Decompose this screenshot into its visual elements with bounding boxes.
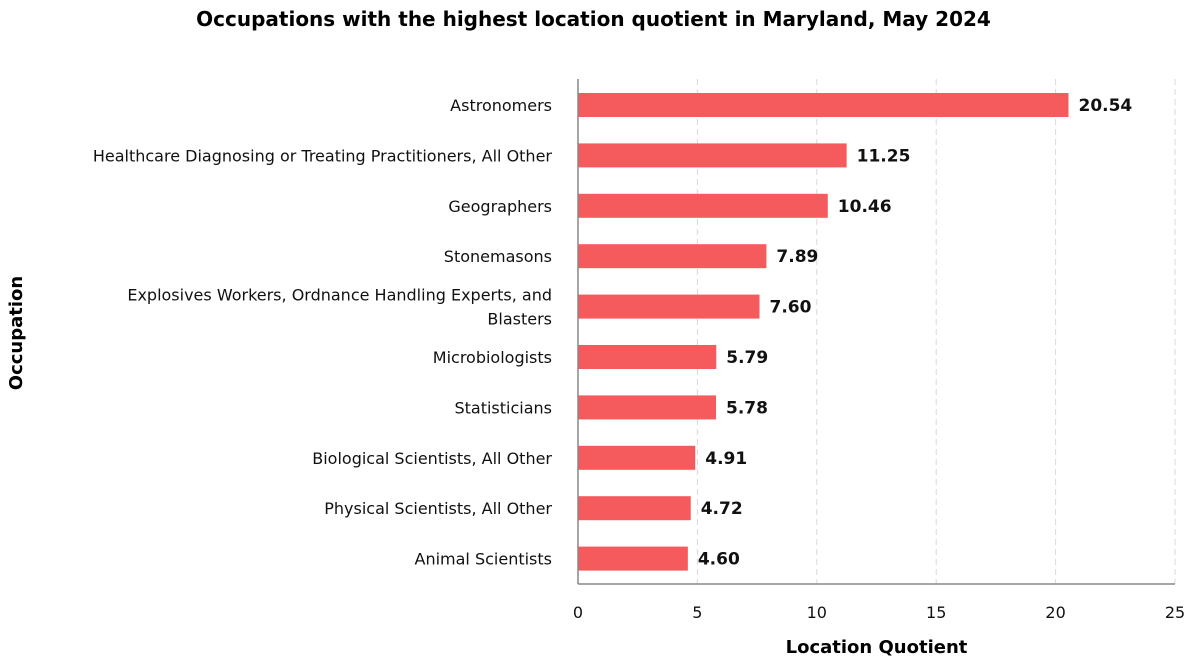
- value-label-3: 10.46: [838, 197, 892, 217]
- bar-10: [578, 546, 688, 571]
- category-label-5-line-2: Blasters: [487, 310, 552, 329]
- category-label-3: Geographers: [448, 197, 552, 216]
- value-label-6: 5.79: [726, 348, 768, 368]
- value-label-10: 4.60: [698, 550, 740, 570]
- value-label-1: 20.54: [1078, 96, 1132, 116]
- bar-4: [578, 244, 767, 269]
- bar-3: [578, 193, 828, 218]
- category-label-10: Animal Scientists: [415, 550, 553, 569]
- value-label-8: 4.91: [705, 449, 747, 469]
- bar-5: [578, 294, 760, 319]
- bar-7: [578, 395, 717, 420]
- category-label-9: Physical Scientists, All Other: [324, 499, 552, 518]
- category-label-8: Biological Scientists, All Other: [312, 449, 552, 468]
- chart-title: Occupations with the highest location qu…: [196, 7, 991, 31]
- value-label-5: 7.60: [769, 298, 811, 318]
- value-label-4: 7.89: [776, 247, 818, 267]
- category-label-5-line-1: Explosives Workers, Ordnance Handling Ex…: [127, 286, 552, 305]
- bar-1: [578, 93, 1069, 117]
- x-axis-title: Location Quotient: [786, 637, 968, 658]
- value-label-9: 4.72: [701, 499, 743, 519]
- bar-6: [578, 345, 717, 369]
- category-label-7: Statisticians: [454, 398, 552, 417]
- x-tick-label-5: 5: [692, 603, 702, 622]
- bar-8: [578, 445, 696, 470]
- value-label-2: 11.25: [857, 146, 911, 166]
- x-tick-label-0: 0: [573, 603, 583, 622]
- category-label-1: Astronomers: [450, 96, 552, 115]
- x-tick-label-20: 20: [1045, 603, 1065, 622]
- bar-9: [578, 496, 691, 521]
- bar-2: [578, 143, 847, 168]
- category-label-4: Stonemasons: [444, 247, 552, 266]
- category-label-6: Microbiologists: [433, 348, 552, 367]
- x-tick-label-10: 10: [807, 603, 827, 622]
- x-tick-label-15: 15: [926, 603, 946, 622]
- value-label-7: 5.78: [726, 398, 768, 418]
- category-label-2: Healthcare Diagnosing or Treating Practi…: [93, 146, 553, 165]
- y-axis-title: Occupation: [6, 276, 27, 390]
- x-tick-label-25: 25: [1165, 603, 1185, 622]
